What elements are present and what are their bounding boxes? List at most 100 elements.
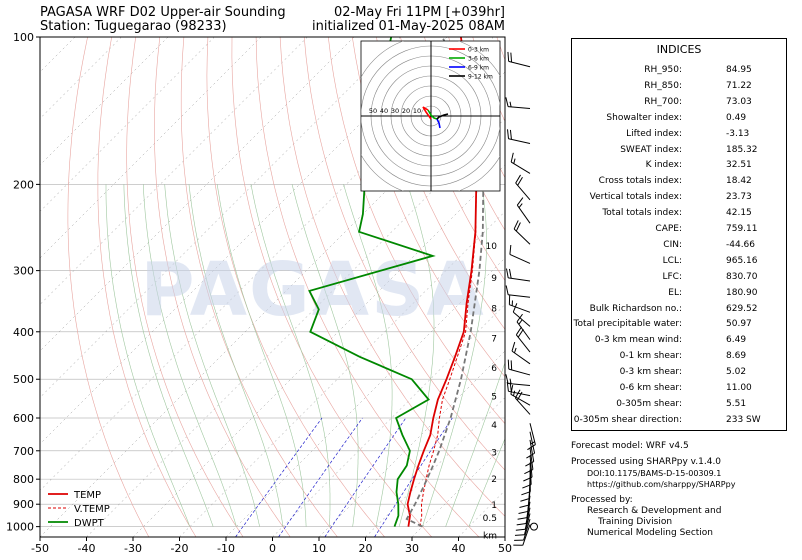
dry-adiabat — [376, 37, 505, 330]
wind-barb-flag — [508, 268, 512, 279]
hodograph-ring-label: 30 — [391, 107, 399, 115]
wind-barb-staff — [529, 462, 532, 485]
y-tick-label: 400 — [13, 326, 34, 339]
wind-barb-staff — [508, 390, 531, 397]
wind-barb-flag — [523, 476, 533, 482]
wind-barb-half — [513, 347, 517, 354]
index-label: 0-305m shear: — [616, 398, 682, 409]
index-label: Vertical totals index: — [589, 192, 682, 203]
wind-barb-flag — [525, 461, 534, 467]
index-row: Total precipitable water: 50.97 — [572, 318, 786, 330]
index-label: Cross totals index: — [598, 176, 682, 187]
moist-adiabat — [105, 184, 191, 527]
init-time: initialized 01-May-2025 08AM — [311, 19, 505, 34]
org-line2: Training Division — [598, 517, 673, 527]
processed-using-note: Processed using SHARPpy v.1.4.0 — [571, 457, 722, 467]
wind-barb-staff — [512, 311, 531, 327]
wind-barb-staff — [523, 513, 531, 535]
height-label: 8 — [491, 305, 497, 315]
wind-barb-flag — [516, 523, 527, 526]
moist-adiabat — [216, 184, 307, 527]
wind-barb-half — [518, 203, 523, 208]
wind-barb-flag — [512, 303, 518, 313]
hodograph-trace — [422, 106, 432, 120]
moist-adiabat — [143, 184, 237, 527]
wind-barb-flag — [510, 360, 513, 370]
y-tick-label: 300 — [13, 265, 34, 278]
index-value: 830.70 — [726, 271, 758, 282]
index-label: Showalter index: — [606, 112, 682, 123]
index-label: 0-305m shear direction: — [573, 414, 682, 425]
vtemp-trace — [419, 184, 477, 527]
wind-barb-staff — [511, 350, 531, 365]
dwpt-trace — [308, 37, 436, 527]
wind-barb-flag — [507, 129, 510, 139]
index-row: LFC: 830.70 — [572, 271, 786, 283]
wind-barb-flag — [515, 222, 521, 232]
wind-barb-flag — [517, 176, 523, 186]
y-tick-label: 500 — [13, 373, 34, 386]
wind-barb-flag — [519, 504, 529, 509]
wind-barb-flag — [515, 528, 526, 531]
wind-barb-flag — [505, 97, 509, 107]
hodograph-trace — [427, 109, 438, 120]
dry-adiabat — [255, 37, 480, 537]
index-row: RH_850: 71.22 — [572, 80, 786, 92]
github-link[interactable]: https://github.com/sharppy/SHARPpy — [587, 480, 736, 489]
moist-adiabat — [398, 184, 435, 527]
wind-barb-flag — [521, 491, 531, 496]
wind-barb-half — [512, 390, 516, 396]
height-label: 2 — [491, 475, 497, 485]
moist-adiabat — [445, 361, 505, 527]
indices-panel: INDICES RH_950: 84.95 RH_850: 71.22 RH_700: 7… — [571, 38, 787, 431]
dry-adiabat — [521, 37, 560, 537]
index-value: 185.32 — [726, 144, 758, 155]
legend-label: DWPT — [74, 518, 105, 529]
height-label: km — [483, 532, 497, 542]
index-label: LCL: — [662, 255, 682, 266]
chart-title-line2: Station: Tuguegarao (98233) — [40, 19, 227, 34]
moist-adiabat — [188, 184, 284, 527]
height-label: 5 — [491, 393, 497, 403]
index-label: CAPE: — [655, 224, 682, 234]
index-label: 0-6 km shear: — [619, 383, 682, 393]
index-row: 0-305m shear: 5.51 — [572, 398, 786, 410]
wind-barbs — [505, 51, 538, 546]
height-label: 9 — [491, 274, 497, 284]
index-row: K index: 32.51 — [572, 159, 786, 171]
index-value: 84.95 — [726, 65, 752, 75]
wind-barb-staff — [509, 253, 531, 264]
doi-note: DOI:10.1175/BAMS-D-15-00309.1 — [587, 469, 722, 478]
x-tick-label: -30 — [124, 542, 142, 555]
wind-barb-flag — [515, 174, 521, 184]
height-label: 6 — [491, 364, 497, 374]
wind-barb-flag — [510, 52, 513, 63]
wind-barb-flag — [527, 444, 536, 451]
moist-adiabat — [468, 437, 505, 527]
index-value: 73.03 — [726, 96, 752, 107]
y-tick-label: 900 — [13, 498, 34, 511]
wind-barb-staff — [508, 277, 531, 282]
x-tick-label: 0 — [269, 542, 276, 555]
index-row: RH_700: 73.03 — [572, 96, 786, 108]
index-value: -3.13 — [726, 128, 750, 139]
height-label: 0.5 — [483, 514, 497, 524]
index-row: 0-3 km mean wind: 6.49 — [572, 334, 786, 346]
index-value: 0.49 — [726, 112, 747, 123]
wind-barb-flag — [517, 517, 528, 520]
index-row: 0-305m shear direction: 233 SW — [572, 414, 786, 426]
wind-barb-flag — [515, 326, 522, 336]
wind-barb-staff — [508, 294, 531, 298]
index-value: 180.90 — [726, 287, 758, 298]
index-value: 629.52 — [726, 303, 758, 314]
index-row: 0-1 km shear: 8.69 — [572, 350, 786, 362]
wind-barb-flag — [505, 285, 509, 295]
index-value: 759.11 — [726, 224, 758, 234]
index-row: Showalter index: 0.49 — [572, 112, 786, 124]
index-row: LCL: 965.16 — [572, 255, 786, 267]
valid-time: 02-May Fri 11PM [+039hr] — [333, 5, 505, 20]
wind-barb-half — [529, 441, 535, 445]
forecast-model-note: Forecast model: WRF v4.5 — [571, 441, 689, 451]
wind-barb-half — [518, 319, 523, 325]
wind-barb-flag — [507, 359, 510, 370]
